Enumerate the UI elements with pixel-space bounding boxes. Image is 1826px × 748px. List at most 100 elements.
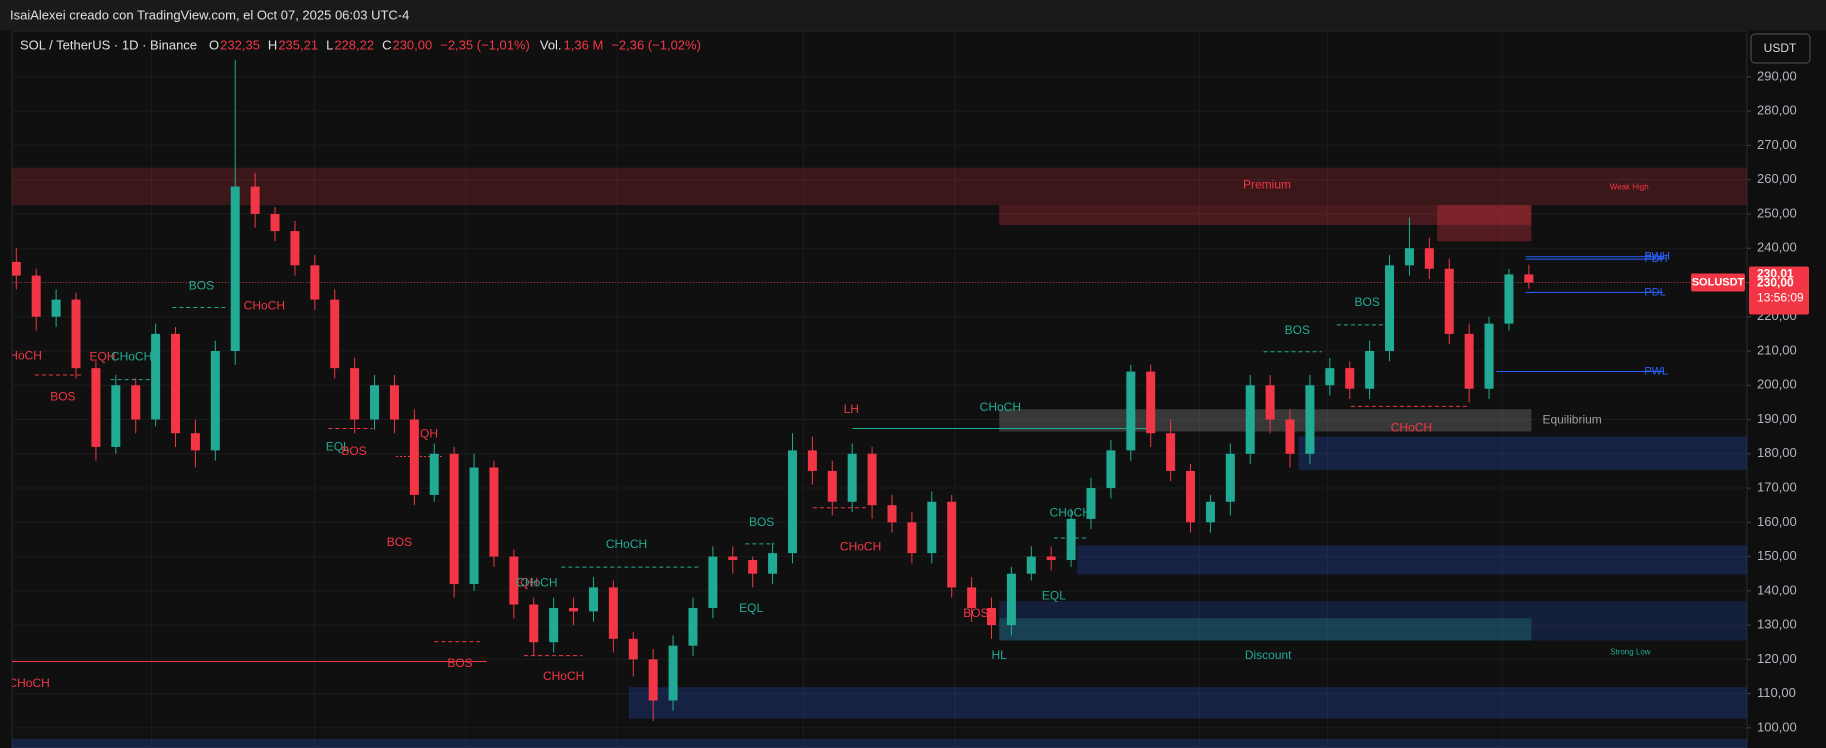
level-label: PDH xyxy=(1644,253,1667,265)
annotation: EQL xyxy=(1042,588,1066,602)
candle-body xyxy=(350,368,360,420)
candle-body xyxy=(708,556,718,608)
zone xyxy=(12,738,1747,748)
candle-body xyxy=(887,505,897,523)
candle-body xyxy=(1046,556,1056,561)
annotation: CHoCH xyxy=(516,576,557,590)
level-label: PWL xyxy=(1644,365,1668,377)
candle-body xyxy=(71,299,81,369)
candle-body xyxy=(967,587,977,608)
annotation: EQH xyxy=(412,427,438,441)
candle-body xyxy=(1186,470,1196,523)
annotation: CHoCH xyxy=(543,669,584,683)
candle-body xyxy=(1464,333,1474,389)
ohlc-key: O xyxy=(209,37,219,52)
annotation: Weak High xyxy=(1610,183,1649,192)
volume-key: Vol. xyxy=(540,37,562,52)
candle-body xyxy=(668,645,678,701)
candle-body xyxy=(230,186,240,352)
annotation: Strong Low xyxy=(1610,647,1651,656)
candle-body xyxy=(51,299,61,317)
candle-body xyxy=(111,385,121,447)
ohlc-value: 228,22 xyxy=(334,37,374,52)
candle-body xyxy=(608,587,618,639)
annotation: CHoCH xyxy=(1391,421,1432,435)
level-label: PDL xyxy=(1644,286,1665,298)
annotation: Equilibrium xyxy=(1542,413,1601,427)
candle-body xyxy=(1504,274,1514,324)
annotation: CHoCH xyxy=(606,537,647,551)
annotation: BOS xyxy=(50,389,75,403)
candle-body xyxy=(449,453,459,584)
candle-body xyxy=(270,213,280,232)
symbol-tag-box xyxy=(1691,273,1745,292)
y-tick-label: 280,00 xyxy=(1757,103,1797,118)
candle-body xyxy=(151,333,161,420)
candle-body xyxy=(509,556,519,605)
candle-body xyxy=(1086,488,1096,519)
volume-value: 1,36 M xyxy=(564,37,604,52)
candle-body xyxy=(389,385,399,420)
candle-body xyxy=(1106,450,1116,489)
symbol-title: SOL / TetherUS · 1D · Binance xyxy=(20,37,197,52)
candle-body xyxy=(588,587,598,612)
candle-body xyxy=(1424,248,1434,269)
candle-body xyxy=(748,560,758,574)
y-tick-label: 100,00 xyxy=(1757,719,1797,734)
candle-body xyxy=(310,265,320,300)
annotation: BOS xyxy=(387,535,412,549)
y-tick-label: 180,00 xyxy=(1757,445,1797,460)
price-tag-box xyxy=(1749,266,1809,315)
annotation: EQH xyxy=(512,576,538,590)
candle-body xyxy=(987,607,997,626)
candle-body xyxy=(1524,274,1534,283)
currency-button[interactable] xyxy=(1750,33,1811,64)
zone xyxy=(999,601,1747,641)
annotation: BOS xyxy=(189,279,214,293)
y-tick-label: 200,00 xyxy=(1757,377,1797,392)
price-tag: 230,01 xyxy=(1757,267,1794,281)
candle-body xyxy=(1166,433,1176,471)
annotation: BOS xyxy=(963,606,988,620)
candle-body xyxy=(1026,556,1036,574)
candle-body xyxy=(1265,385,1275,420)
y-tick-label: 120,00 xyxy=(1757,651,1797,666)
header-bar xyxy=(0,0,1826,30)
zone xyxy=(628,687,1747,719)
candle-body xyxy=(1305,385,1315,454)
y-tick-label: 150,00 xyxy=(1757,548,1797,563)
ohlc-key: C xyxy=(382,37,391,52)
symbol-tag: SOLUSDT xyxy=(1692,276,1745,288)
y-tick-label: 260,00 xyxy=(1757,171,1797,186)
candle-body xyxy=(190,433,200,451)
candle-body xyxy=(31,275,41,317)
ohlc-value: 230,00 xyxy=(392,37,432,52)
candle-body xyxy=(1444,268,1454,334)
currency-button-label[interactable]: USDT xyxy=(1764,41,1797,55)
ohlc-key: H xyxy=(268,37,277,52)
volume-change: −2,36 (−1,02%) xyxy=(611,37,701,52)
candle-body xyxy=(1066,518,1076,561)
candle-body xyxy=(1245,385,1255,454)
change: −2,35 (−1,01%) xyxy=(440,37,530,52)
annotation: HL xyxy=(992,648,1008,662)
candle-body xyxy=(91,368,101,447)
zone xyxy=(12,167,1747,206)
candle-body xyxy=(927,501,937,554)
annotation: EQL xyxy=(326,439,350,453)
candle-body xyxy=(569,607,579,612)
annotation: HoCH xyxy=(9,349,42,363)
annotation: BOS xyxy=(447,656,472,670)
candle-body xyxy=(648,659,658,701)
candle-body xyxy=(290,231,300,266)
candle-body xyxy=(469,467,479,584)
ohlc-value: 235,21 xyxy=(278,37,318,52)
price-tag: 230,00 xyxy=(1757,276,1794,290)
candle-body xyxy=(489,467,499,557)
candle-body xyxy=(1345,368,1355,389)
candle-body xyxy=(1126,371,1136,451)
y-tick-label: 140,00 xyxy=(1757,582,1797,597)
candle-body xyxy=(1146,371,1156,434)
